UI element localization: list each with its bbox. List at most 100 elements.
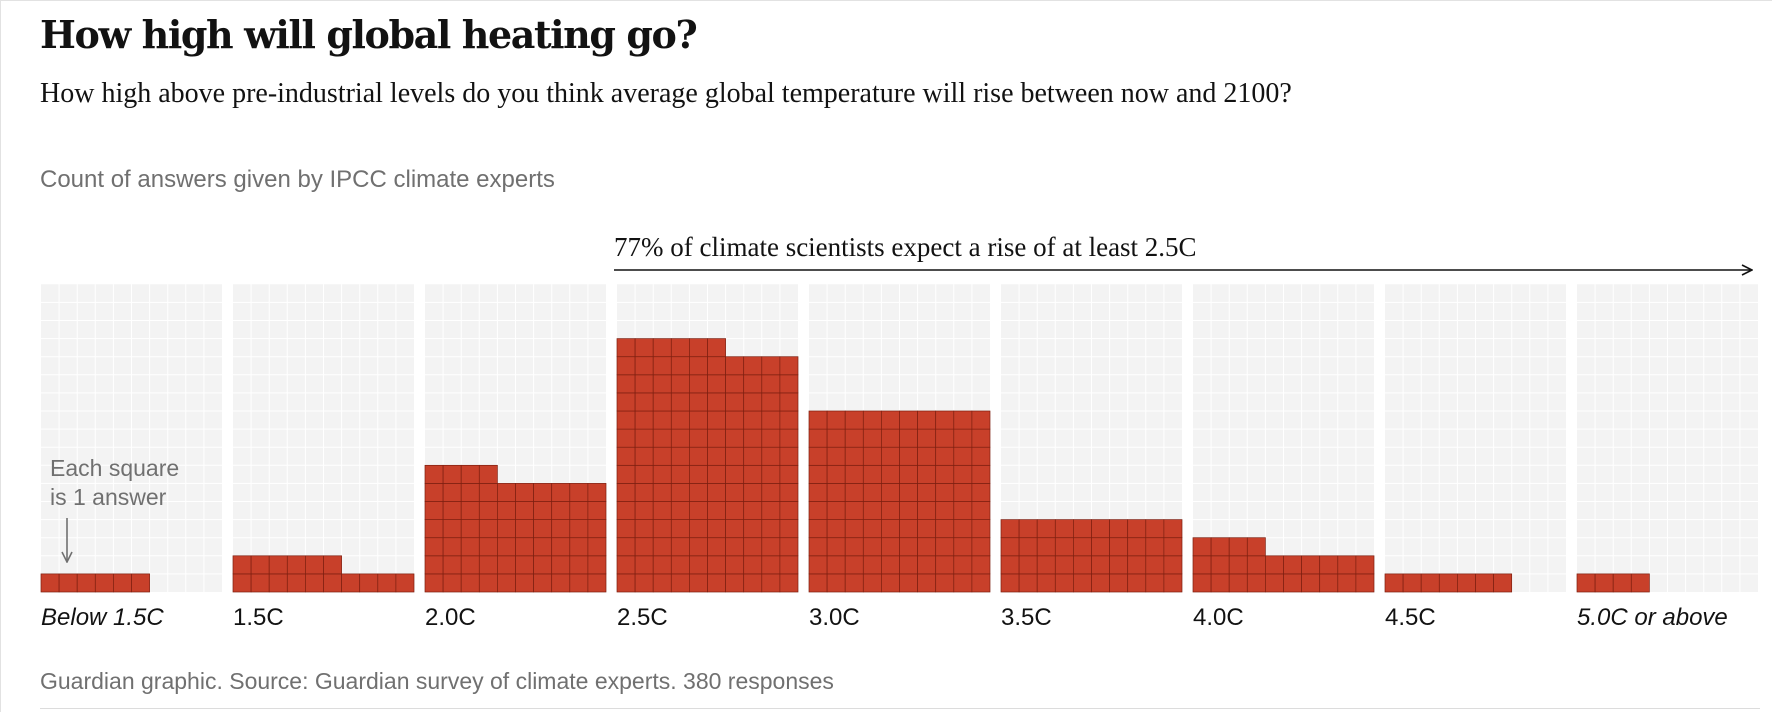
answer-square — [670, 537, 690, 557]
answer-square — [1054, 537, 1074, 557]
answer-square — [1228, 573, 1248, 593]
answer-square — [305, 555, 324, 575]
answer-square — [670, 410, 690, 430]
answer-square — [808, 464, 828, 484]
answer-square — [1127, 555, 1147, 575]
answer-square — [761, 428, 781, 448]
answer-square — [779, 374, 799, 394]
answer-square — [881, 410, 900, 430]
answer-square — [634, 555, 654, 575]
answer-square — [953, 483, 973, 502]
answer-square — [1091, 519, 1110, 539]
answer-square — [1000, 555, 1020, 575]
answer-square — [1301, 573, 1321, 593]
category-label: 4.5C — [1385, 604, 1436, 631]
answer-square — [341, 573, 361, 593]
answer-square — [497, 573, 516, 593]
answer-square — [1246, 555, 1266, 575]
answer-square — [634, 483, 654, 502]
answer-square — [761, 555, 781, 575]
answer-square — [779, 446, 799, 466]
answer-square — [1073, 519, 1092, 539]
answer-square — [616, 428, 636, 448]
answer-square — [515, 573, 534, 593]
answer-square — [862, 428, 882, 448]
answer-square — [1210, 573, 1230, 593]
answer-square — [652, 446, 672, 466]
answer-square — [569, 555, 589, 575]
answer-square — [953, 573, 973, 593]
answer-square — [1163, 555, 1183, 575]
answer-square — [634, 410, 654, 430]
answer-square — [881, 537, 900, 557]
answer-square — [917, 410, 937, 430]
answer-square — [232, 573, 252, 593]
answer-square — [935, 446, 955, 466]
answer-square — [634, 446, 654, 466]
answer-square — [779, 573, 799, 593]
answer-square — [551, 555, 571, 575]
waffle-chart: Below 1.5C 1.5C 2.0C 2.5C 3.0C 3.5C 4.0C 4.5C 5.… — [40, 232, 1758, 631]
answer-square — [1475, 573, 1494, 593]
answer-square — [359, 573, 379, 593]
answer-square — [844, 537, 864, 557]
answer-square — [935, 464, 955, 484]
answer-square — [743, 555, 763, 575]
answer-square — [670, 501, 690, 520]
answer-square — [424, 483, 444, 502]
answer-square — [689, 537, 708, 557]
answer-square — [1109, 555, 1129, 575]
answer-square — [899, 501, 918, 520]
answer-square — [689, 464, 708, 484]
answer-square — [953, 519, 973, 539]
answer-square — [569, 573, 589, 593]
answer-square — [424, 464, 444, 484]
answer-square — [424, 519, 444, 539]
answer-square — [808, 555, 828, 575]
answer-square — [707, 519, 726, 539]
answer-square — [725, 573, 745, 593]
answer-square — [743, 428, 763, 448]
answer-square — [1265, 555, 1284, 575]
answer-square — [917, 555, 937, 575]
answer-square — [725, 501, 745, 520]
answer-square — [1210, 537, 1230, 557]
answer-square — [634, 374, 654, 394]
answer-square — [515, 555, 534, 575]
answer-square — [1127, 573, 1147, 593]
answer-square — [286, 555, 306, 575]
panel-2-0c: 2.0C — [424, 284, 607, 631]
panel-3-5c: 3.5C — [1000, 284, 1183, 631]
chart-subtitle: Count of answers given by IPCC climate e… — [40, 166, 555, 193]
unit-note-line-2: is 1 answer — [50, 484, 167, 510]
answer-square — [634, 501, 654, 520]
answer-square — [826, 573, 846, 593]
answer-square — [826, 519, 846, 539]
category-label: Below 1.5C — [41, 604, 164, 631]
answer-square — [844, 410, 864, 430]
answer-square — [652, 410, 672, 430]
answer-square — [1576, 573, 1596, 593]
panel-4-5c: 4.5C — [1384, 284, 1566, 631]
answer-square — [917, 483, 937, 502]
answer-square — [862, 555, 882, 575]
answer-square — [779, 537, 799, 557]
answer-square — [533, 519, 553, 539]
answer-square — [670, 573, 690, 593]
answer-square — [551, 483, 571, 502]
answer-square — [917, 519, 937, 539]
answer-square — [442, 573, 462, 593]
answer-square — [478, 555, 498, 575]
answer-square — [725, 374, 745, 394]
answer-square — [652, 356, 672, 376]
answer-square — [899, 428, 918, 448]
answer-square — [1438, 573, 1458, 593]
answer-square — [707, 555, 726, 575]
answer-square — [725, 555, 745, 575]
answer-square — [953, 501, 973, 520]
bottom-rule — [40, 708, 1760, 709]
answer-square — [1630, 573, 1650, 593]
top-rule — [0, 0, 1772, 1]
answer-square — [424, 537, 444, 557]
answer-square — [779, 555, 799, 575]
